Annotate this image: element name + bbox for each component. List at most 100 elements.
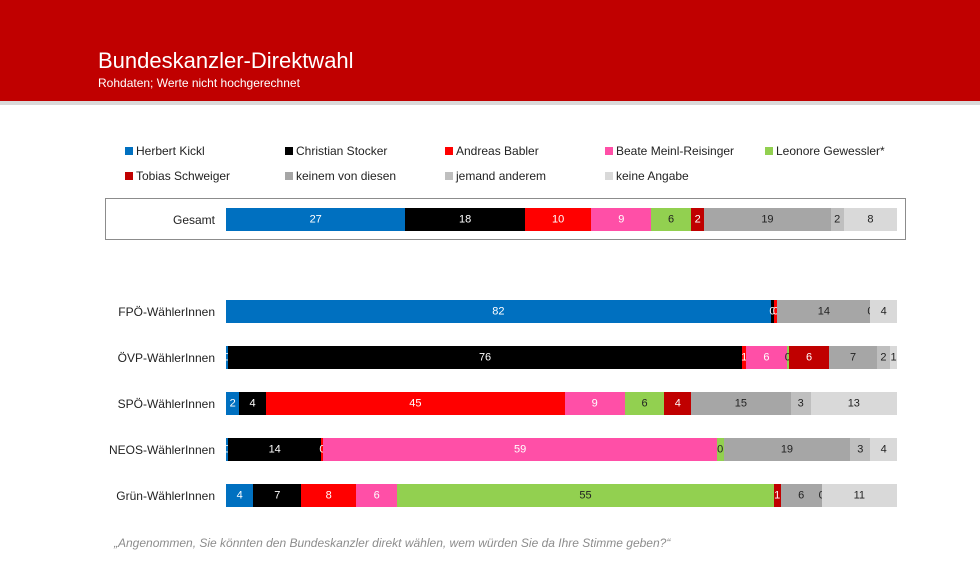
bar-segment xyxy=(850,438,871,461)
bar-segment xyxy=(777,300,871,323)
bar-segment xyxy=(226,300,771,323)
bar-segment xyxy=(788,346,830,369)
page-subtitle: Rohdaten; Werte nicht hochgerechnet xyxy=(98,76,300,90)
legend-item: jemand anderem xyxy=(445,169,546,183)
legend-swatch xyxy=(125,172,133,180)
bar-segment xyxy=(226,392,240,415)
data-label: 8 xyxy=(867,213,874,225)
legend-item: keine Angabe xyxy=(605,169,689,183)
bar-segment xyxy=(226,208,406,231)
page-title: Bundeskanzler-Direktwahl xyxy=(98,48,354,73)
data-label: 19 xyxy=(780,443,794,455)
row-label: NEOS-WählerInnen xyxy=(108,443,215,457)
data-label: 4 xyxy=(880,305,887,317)
bar-segment xyxy=(239,392,266,415)
survey-question: „Angenommen, Sie könnten den Bundeskanzl… xyxy=(114,536,671,550)
data-label: 1 xyxy=(890,351,897,363)
data-label: 7 xyxy=(849,351,857,363)
data-label: 0 xyxy=(223,351,231,363)
legend-item: Leonore Gewessler* xyxy=(765,144,885,158)
data-label: 14 xyxy=(268,443,281,455)
bar-segment xyxy=(651,208,692,231)
legend-swatch xyxy=(445,172,453,180)
data-label: 2 xyxy=(229,397,236,409)
data-label: 4 xyxy=(880,443,887,455)
data-label: 9 xyxy=(591,397,598,409)
legend-swatch xyxy=(125,147,133,155)
data-label: 6 xyxy=(798,489,805,501)
data-label: 59 xyxy=(514,443,527,455)
bar-segment xyxy=(691,208,705,231)
legend-label: Herbert Kickl xyxy=(136,144,205,158)
bar-segment xyxy=(810,392,897,415)
bar-segment xyxy=(716,438,724,461)
row-label: FPÖ-WählerInnen xyxy=(118,305,215,319)
data-label: 55 xyxy=(579,489,592,501)
bar-segment xyxy=(786,346,789,369)
bar-segment xyxy=(870,438,897,461)
data-label: 3 xyxy=(797,397,804,409)
data-label: 0 xyxy=(717,443,724,455)
row-label: Gesamt xyxy=(172,213,215,227)
legend-label: Beate Meinl-Reisinger xyxy=(616,144,735,158)
legend-swatch xyxy=(765,147,773,155)
bar-segment xyxy=(321,438,324,461)
legend-label: Tobias Schweiger xyxy=(136,169,231,183)
bar-segment xyxy=(664,392,692,415)
data-label: 4 xyxy=(674,397,681,409)
legend-label: keine Angabe xyxy=(616,169,689,183)
bar-segment xyxy=(226,346,229,369)
total-row-frame xyxy=(105,198,906,240)
header-banner: Bundeskanzler-Direktwahl Rohdaten; Werte… xyxy=(0,0,980,101)
bar-segment xyxy=(774,300,778,323)
bar-segment xyxy=(691,392,791,415)
bar-segment xyxy=(253,484,302,507)
bar-segment xyxy=(323,438,717,461)
legend-swatch xyxy=(445,147,453,155)
bar-segment xyxy=(821,484,897,507)
data-label: 14 xyxy=(817,305,831,317)
legend-item: Christian Stocker xyxy=(285,144,387,158)
legend-item: Beate Meinl-Reisinger xyxy=(605,144,734,158)
bar-segment xyxy=(723,438,851,461)
data-label: 8 xyxy=(325,489,332,501)
legend-item: Andreas Babler xyxy=(445,144,539,158)
data-label: 6 xyxy=(668,213,675,225)
data-label: 4 xyxy=(236,489,243,501)
data-label: 6 xyxy=(641,397,648,409)
bar-segment xyxy=(876,346,891,369)
data-label: 10 xyxy=(552,213,565,225)
bar-segment xyxy=(770,300,775,323)
data-label: 7 xyxy=(274,489,281,501)
legend-label: jemand anderem xyxy=(456,169,547,183)
data-label: 9 xyxy=(618,213,625,225)
row-label: ÖVP-WählerInnen xyxy=(117,351,215,365)
data-label: 0 xyxy=(223,443,231,455)
data-label: 6 xyxy=(763,351,770,363)
data-label: 76 xyxy=(478,351,492,363)
data-label: 6 xyxy=(806,351,813,363)
row-label: SPÖ-WählerInnen xyxy=(117,397,215,411)
legend-label: Christian Stocker xyxy=(296,144,388,158)
data-label: 0 xyxy=(319,443,326,455)
data-label: 2 xyxy=(834,213,841,225)
bar-segment xyxy=(830,208,844,231)
bar-segment xyxy=(773,484,781,507)
bar-segment xyxy=(890,346,897,369)
bar-segment xyxy=(226,438,228,461)
bar-segment xyxy=(843,208,897,231)
bar-segment xyxy=(829,346,877,369)
legend-item: Herbert Kickl xyxy=(125,144,205,158)
bar-segment xyxy=(265,392,565,415)
bar-segment xyxy=(564,392,625,415)
bar-segment xyxy=(356,484,398,507)
data-label: 4 xyxy=(249,397,256,409)
bar-segment xyxy=(790,392,811,415)
data-label: 1 xyxy=(774,489,781,501)
legend-label: keinem von diesen xyxy=(296,169,397,183)
bar-segment xyxy=(870,300,897,323)
legend-label: Andreas Babler xyxy=(456,144,539,158)
legend-swatch xyxy=(605,147,613,155)
bar-segment xyxy=(624,392,665,415)
data-label: 0 xyxy=(769,305,776,317)
